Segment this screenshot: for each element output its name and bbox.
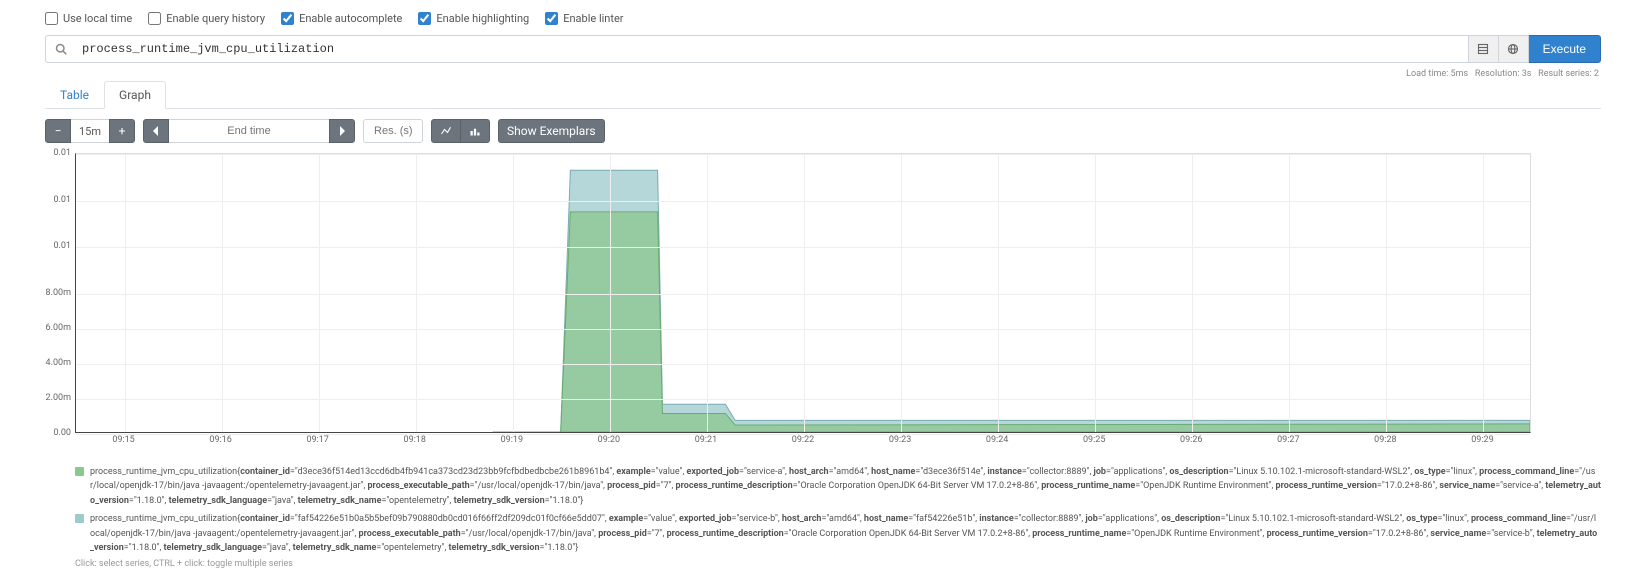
range-decrease-button[interactable]: − <box>45 119 71 143</box>
end-time-input[interactable] <box>169 119 329 143</box>
y-tick-label: 4.00m <box>46 358 71 368</box>
tab-graph[interactable]: Graph <box>104 81 166 109</box>
x-tick-label: 09:25 <box>1083 435 1105 445</box>
execute-button[interactable]: Execute <box>1529 35 1601 63</box>
chart-stack-button[interactable] <box>461 119 490 143</box>
y-tick-label: 0.01 <box>53 148 71 158</box>
graph-toolbar: − 15m + Show Exemplars <box>45 109 1601 153</box>
x-axis: 09:15 09:16 09:17 09:18 09:19 09:20 09:21 09:22… <box>75 433 1531 449</box>
show-exemplars-button[interactable]: Show Exemplars <box>498 119 605 143</box>
globe-button[interactable] <box>1499 35 1529 63</box>
x-tick-label: 09:21 <box>695 435 717 445</box>
x-tick-label: 09:24 <box>986 435 1008 445</box>
opt-autocomplete[interactable]: Enable autocomplete <box>281 12 402 25</box>
checkbox-history[interactable] <box>148 12 161 25</box>
y-axis: 0.010.010.018.00m6.00m4.00m2.00m0.00 <box>45 153 73 433</box>
opt-history[interactable]: Enable query history <box>148 12 265 25</box>
meta-res: Resolution: 3s <box>1475 69 1532 79</box>
y-tick-label: 0.01 <box>53 241 71 251</box>
y-tick-label: 8.00m <box>46 288 71 298</box>
x-tick-label: 09:22 <box>792 435 814 445</box>
opt-autocomplete-label: Enable autocomplete <box>299 12 402 25</box>
x-tick-label: 09:26 <box>1180 435 1202 445</box>
time-next-button[interactable] <box>329 119 355 143</box>
query-row: Execute <box>45 35 1601 63</box>
checkbox-autocomplete[interactable] <box>281 12 294 25</box>
query-options: Use local time Enable query history Enab… <box>45 8 1601 35</box>
swatch-a <box>75 467 84 476</box>
y-tick-label: 0.01 <box>53 195 71 205</box>
range-increase-button[interactable]: + <box>109 119 135 143</box>
opt-history-label: Enable query history <box>166 12 265 25</box>
x-tick-label: 09:17 <box>306 435 328 445</box>
query-box <box>45 35 1469 63</box>
format-button[interactable] <box>1469 35 1499 63</box>
opt-linter[interactable]: Enable linter <box>545 12 623 25</box>
legend-text-b: process_runtime_jvm_cpu_utilization{cont… <box>90 512 1601 555</box>
x-tick-label: 09:23 <box>889 435 911 445</box>
checkbox-linter[interactable] <box>545 12 558 25</box>
legend-item-b[interactable]: process_runtime_jvm_cpu_utilization{cont… <box>75 512 1601 555</box>
x-tick-label: 09:27 <box>1277 435 1299 445</box>
x-tick-label: 09:18 <box>404 435 426 445</box>
x-tick-label: 09:20 <box>598 435 620 445</box>
legend-item-a[interactable]: process_runtime_jvm_cpu_utilization{cont… <box>75 465 1601 508</box>
series-svg <box>76 154 1530 432</box>
search-icon <box>46 43 76 55</box>
opt-highlight[interactable]: Enable highlighting <box>418 12 529 25</box>
tab-table[interactable]: Table <box>45 81 104 109</box>
view-tabs: Table Graph <box>45 81 1601 109</box>
opt-local-time[interactable]: Use local time <box>45 12 132 25</box>
x-tick-label: 09:15 <box>112 435 134 445</box>
x-tick-label: 09:16 <box>209 435 231 445</box>
query-input[interactable] <box>76 36 1468 62</box>
checkbox-highlight[interactable] <box>418 12 431 25</box>
plot-area[interactable] <box>75 153 1531 433</box>
chart-line-button[interactable] <box>431 119 461 143</box>
x-tick-label: 09:28 <box>1374 435 1396 445</box>
time-prev-button[interactable] <box>143 119 169 143</box>
opt-linter-label: Enable linter <box>563 12 623 25</box>
chart: 0.010.010.018.00m6.00m4.00m2.00m0.00 09:… <box>75 153 1601 449</box>
x-tick-label: 09:19 <box>501 435 523 445</box>
swatch-b <box>75 514 84 523</box>
legend: process_runtime_jvm_cpu_utilization{cont… <box>75 465 1601 555</box>
legend-hint: Click: select series, CTRL + click: togg… <box>75 559 1601 569</box>
meta-load: Load time: 5ms <box>1406 69 1468 79</box>
range-label: 15m <box>71 119 109 143</box>
y-tick-label: 0.00 <box>53 428 71 438</box>
opt-local-time-label: Use local time <box>63 12 132 25</box>
opt-highlight-label: Enable highlighting <box>436 12 529 25</box>
legend-text-a: process_runtime_jvm_cpu_utilization{cont… <box>90 465 1601 508</box>
resolution-input[interactable] <box>363 119 423 143</box>
checkbox-local-time[interactable] <box>45 12 58 25</box>
meta-series: Result series: 2 <box>1538 69 1599 79</box>
y-tick-label: 6.00m <box>46 323 71 333</box>
y-tick-label: 2.00m <box>46 393 71 403</box>
x-tick-label: 09:29 <box>1471 435 1493 445</box>
